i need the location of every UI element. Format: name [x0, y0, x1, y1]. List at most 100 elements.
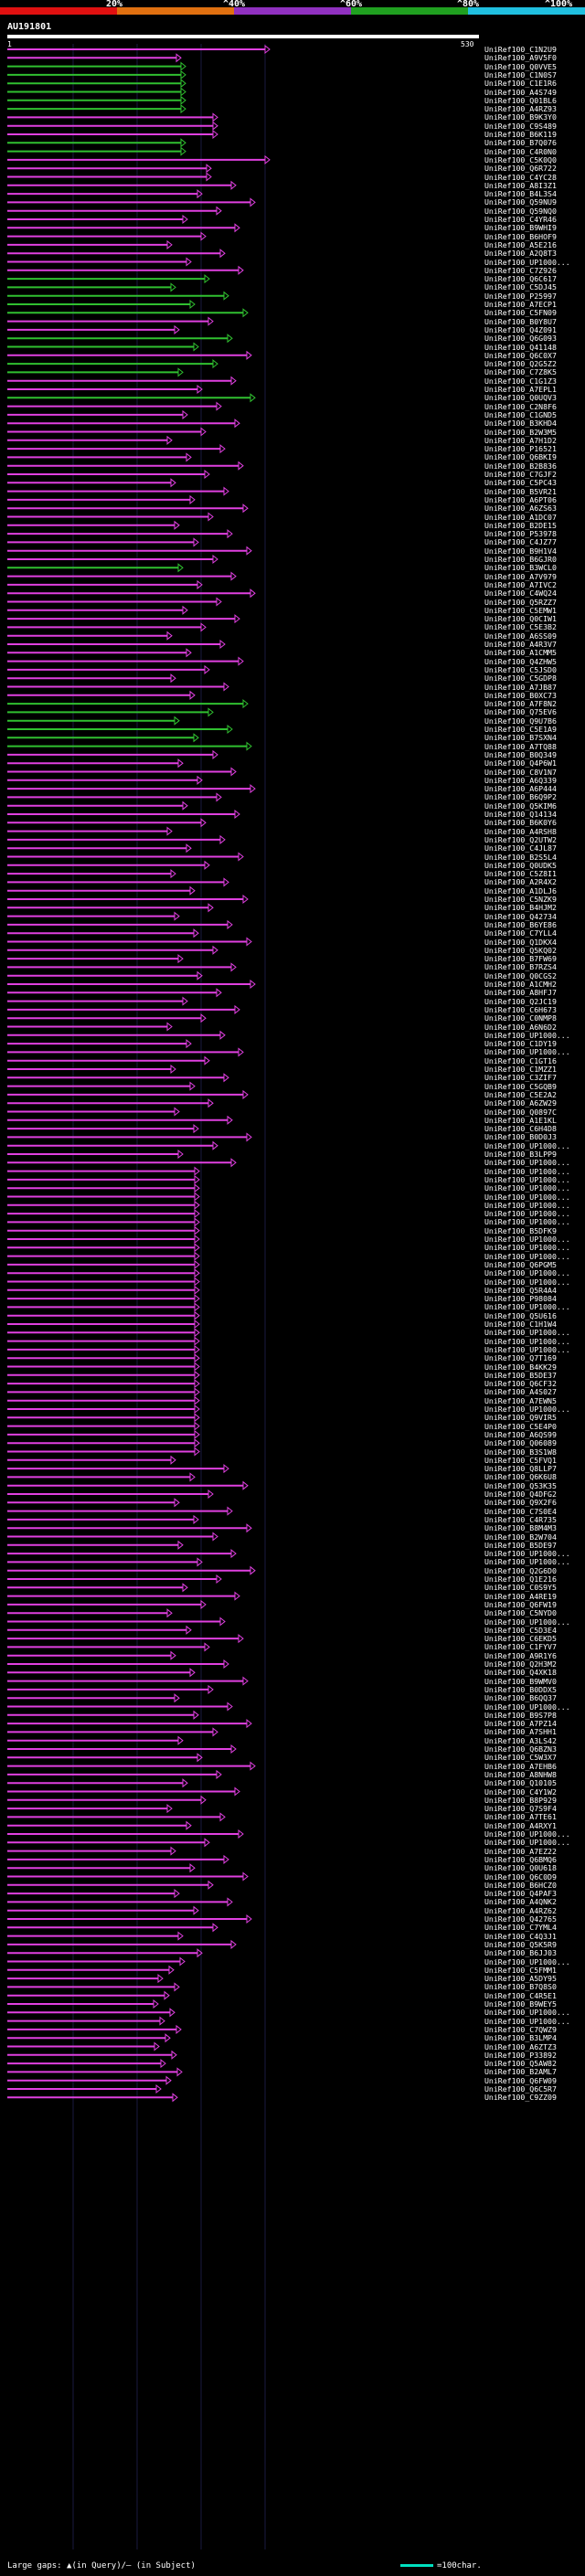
hit-label[interactable]: UniRef100_UP1000...	[484, 1302, 570, 1312]
hit-label[interactable]: UniRef100_A4RSH8	[484, 826, 557, 836]
hit-label[interactable]: UniRef100_C8V1N7	[484, 767, 557, 777]
hit-label[interactable]: UniRef100_C4Y1W2	[484, 1786, 557, 1797]
hit-label[interactable]: UniRef100_UP1000...	[484, 1956, 570, 1966]
hit-label[interactable]: UniRef100_UP1000...	[484, 1209, 570, 1219]
hit-label[interactable]: UniRef100_C5NYD0	[484, 1608, 557, 1618]
hit-label[interactable]: UniRef100_UP1000...	[484, 1166, 570, 1176]
hit-label[interactable]: UniRef100_Q5KIM6	[484, 800, 557, 811]
hit-label[interactable]: UniRef100_B3S1W8	[484, 1447, 557, 1457]
hit-label[interactable]: UniRef100_Q4XK18	[484, 1668, 557, 1678]
hit-label[interactable]: UniRef100_B4HJM2	[484, 903, 557, 913]
hit-label[interactable]: UniRef100_C4JZ77	[484, 537, 557, 547]
hit-label[interactable]: UniRef100_Q6G093	[484, 334, 557, 344]
hit-label[interactable]: UniRef100_Q0CIW1	[484, 614, 557, 624]
hit-label[interactable]: UniRef100_B6HOF9	[484, 231, 557, 241]
hit-label[interactable]: UniRef100_C5GDP8	[484, 673, 557, 684]
hit-label[interactable]: UniRef100_P53978	[484, 529, 557, 539]
hit-label[interactable]: UniRef100_Q5R4A4	[484, 1285, 557, 1295]
hit-label[interactable]: UniRef100_UP1000...	[484, 1243, 570, 1253]
hit-label[interactable]: UniRef100_B0XC73	[484, 690, 557, 700]
hit-label[interactable]: UniRef100_Q6C0X7	[484, 350, 557, 360]
hit-label[interactable]: UniRef100_B8M4M3	[484, 1523, 557, 1533]
hit-label[interactable]: UniRef100_Q6R722	[484, 164, 557, 174]
hit-label[interactable]: UniRef100_B7FW69	[484, 954, 557, 964]
hit-label[interactable]: UniRef100_B7Q076	[484, 138, 557, 148]
hit-label[interactable]: UniRef100_Q5U616	[484, 1310, 557, 1320]
hit-label[interactable]: UniRef100_B2B836	[484, 461, 557, 471]
hit-label[interactable]: UniRef100_C4YR46	[484, 215, 557, 224]
hit-label[interactable]: UniRef100_B2AML7	[484, 2067, 557, 2077]
hit-label[interactable]: UniRef100_A7EPL1	[484, 385, 557, 394]
hit-label[interactable]: UniRef100_C4R5E1	[484, 1990, 557, 2000]
hit-label[interactable]: UniRef100_B0Y8U7	[484, 316, 557, 326]
hit-label[interactable]: UniRef100_UP1000...	[484, 1829, 570, 1839]
hit-label[interactable]: UniRef100_C5E3B2	[484, 622, 557, 632]
hit-label[interactable]: UniRef100_B9WHI9	[484, 223, 557, 233]
hit-label[interactable]: UniRef100_C4R735	[484, 1514, 557, 1524]
hit-label[interactable]: UniRef100_UP1000...	[484, 1617, 570, 1627]
hit-label[interactable]: UniRef100_Q9VIR5	[484, 1413, 557, 1423]
hit-label[interactable]: UniRef100_Q53K35	[484, 1480, 557, 1490]
hit-label[interactable]: UniRef100_B6K0Y6	[484, 818, 557, 828]
hit-label[interactable]: UniRef100_B6HCZ0	[484, 1880, 557, 1890]
hit-label[interactable]: UniRef100_A7F8N2	[484, 699, 557, 709]
hit-label[interactable]: UniRef100_UP1000...	[484, 1217, 570, 1227]
hit-label[interactable]: UniRef100_Q6C617	[484, 274, 557, 284]
hit-label[interactable]: UniRef100_UP1000...	[484, 2008, 570, 2018]
hit-label[interactable]: UniRef100_Q59NU9	[484, 197, 557, 207]
hit-label[interactable]: UniRef100_C1G1Z3	[484, 376, 557, 386]
hit-label[interactable]: UniRef100_UP1000...	[484, 1047, 570, 1057]
hit-label[interactable]: UniRef100_A7H1D2	[484, 435, 557, 445]
hit-label[interactable]: UniRef100_C6H4D8	[484, 1124, 557, 1134]
hit-label[interactable]: UniRef100_Q42765	[484, 1914, 557, 1924]
hit-label[interactable]: UniRef100_B0D0J3	[484, 1132, 557, 1142]
hit-label[interactable]: UniRef100_Q6BMQ6	[484, 1854, 557, 1864]
hit-label[interactable]: UniRef100_B0Q349	[484, 749, 557, 759]
hit-label[interactable]: UniRef100_B9H1V4	[484, 546, 557, 556]
hit-label[interactable]: UniRef100_C7YML4	[484, 1923, 557, 1933]
hit-label[interactable]: UniRef100_Q6PGM5	[484, 1259, 557, 1269]
hit-label[interactable]: UniRef100_Q4Z091	[484, 324, 557, 334]
hit-label[interactable]: UniRef100_C5EMW1	[484, 605, 557, 615]
hit-label[interactable]: UniRef100_A7EHB6	[484, 1761, 557, 1771]
hit-label[interactable]: UniRef100_C7Z926	[484, 265, 557, 275]
hit-label[interactable]: UniRef100_C5E2A2	[484, 1089, 557, 1099]
hit-label[interactable]: UniRef100_A6ZTZ3	[484, 2041, 557, 2051]
hit-label[interactable]: UniRef100_C6H673	[484, 1004, 557, 1014]
hit-label[interactable]: UniRef100_C4JL87	[484, 843, 557, 853]
hit-label[interactable]: UniRef100_P16521	[484, 444, 557, 454]
hit-label[interactable]: UniRef100_B2W704	[484, 1532, 557, 1542]
hit-label[interactable]: UniRef100_A1E1KL	[484, 1115, 557, 1125]
hit-label[interactable]: UniRef100_UP1000...	[484, 1140, 570, 1150]
hit-label[interactable]: UniRef100_C7QWZ9	[484, 2024, 557, 2034]
hit-label[interactable]: UniRef100_UP1000...	[484, 1344, 570, 1354]
hit-label[interactable]: UniRef100_Q4PAF3	[484, 1889, 557, 1899]
hit-label[interactable]: UniRef100_C5FMM1	[484, 1965, 557, 1975]
hit-label[interactable]: UniRef100_C5NZK9	[484, 895, 557, 904]
hit-label[interactable]: UniRef100_Q6K6U8	[484, 1472, 557, 1482]
hit-label[interactable]: UniRef100_B5DE97	[484, 1540, 557, 1550]
hit-label[interactable]: UniRef100_UP1000...	[484, 1336, 570, 1346]
hit-label[interactable]: UniRef100_Q6BKI9	[484, 452, 557, 462]
hit-label[interactable]: UniRef100_A3LS42	[484, 1735, 557, 1745]
hit-label[interactable]: UniRef100_C4YC28	[484, 172, 557, 182]
hit-label[interactable]: UniRef100_Q6C0D9	[484, 1871, 557, 1882]
hit-label[interactable]: UniRef100_C0NMP8	[484, 1013, 557, 1023]
hit-label[interactable]: UniRef100_B7Q8S0	[484, 1982, 557, 1992]
hit-label[interactable]: UniRef100_B2S5L4	[484, 852, 557, 862]
hit-label[interactable]: UniRef100_B9K3Y0	[484, 112, 557, 122]
hit-label[interactable]: UniRef100_B6K119	[484, 130, 557, 139]
hit-label[interactable]: UniRef100_Q41148	[484, 342, 557, 352]
hit-label[interactable]: UniRef100_A6P444	[484, 784, 557, 794]
hit-label[interactable]: UniRef100_Q5RZZ7	[484, 597, 557, 607]
hit-label[interactable]: UniRef100_UP1000...	[484, 257, 570, 267]
hit-label[interactable]: UniRef100_UP1000...	[484, 1405, 570, 1414]
hit-label[interactable]: UniRef100_C5W3X7	[484, 1753, 557, 1763]
hit-label[interactable]: UniRef100_C1GND5	[484, 409, 557, 419]
hit-label[interactable]: UniRef100_B9S7P8	[484, 1710, 557, 1720]
hit-label[interactable]: UniRef100_C1MZZ1	[484, 1065, 557, 1074]
hit-label[interactable]: UniRef100_Q0U618	[484, 1863, 557, 1873]
hit-label[interactable]: UniRef100_UP1000...	[484, 1030, 570, 1040]
hit-label[interactable]: UniRef100_Q4DFG2	[484, 1489, 557, 1499]
hit-label[interactable]: UniRef100_C1N0S7	[484, 69, 557, 80]
